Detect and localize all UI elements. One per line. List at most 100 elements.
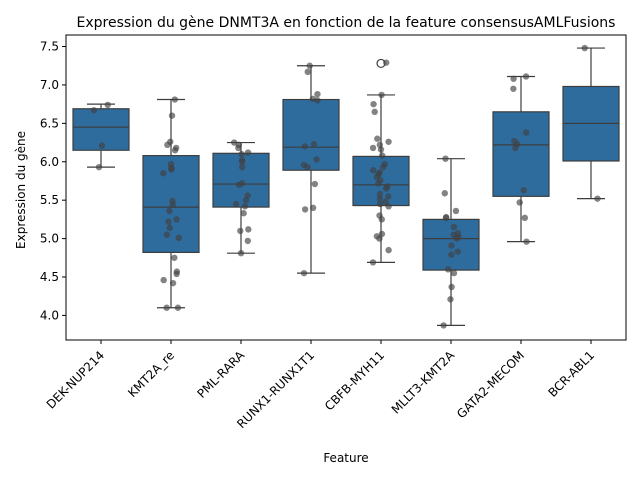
data-point (306, 62, 313, 69)
data-point (383, 59, 390, 66)
data-point (385, 138, 392, 145)
data-point (168, 112, 176, 119)
y-tick-label: 5.5 (40, 193, 59, 207)
data-point (171, 147, 179, 154)
data-point (510, 85, 517, 92)
data-point (163, 304, 170, 311)
x-tick-label: DEK-NUP214 (44, 348, 107, 411)
x-tick-label: PML-RARA (194, 348, 247, 401)
data-point (374, 135, 381, 142)
x-tick-label: MLLT3-KMT2A (389, 348, 458, 417)
data-point (379, 152, 386, 159)
data-point (522, 129, 530, 136)
y-tick-label: 6.0 (40, 155, 59, 169)
data-point (442, 155, 449, 162)
y-tick-label: 4.5 (40, 270, 59, 284)
data-point (370, 100, 377, 108)
y-tick-label: 6.5 (40, 116, 59, 130)
data-point (454, 248, 461, 255)
data-point (165, 218, 172, 225)
plot-area (65, 34, 627, 341)
data-point (309, 204, 317, 212)
y-tick-label: 7.0 (40, 78, 59, 92)
data-point (169, 279, 177, 287)
data-point (235, 144, 242, 152)
data-point (160, 276, 167, 284)
data-point (382, 185, 390, 192)
data-point (385, 193, 392, 200)
data-point (440, 322, 447, 329)
x-tick-label: KMT2A_re (125, 348, 177, 400)
data-point (385, 246, 392, 254)
data-point (378, 91, 385, 99)
data-point (173, 216, 180, 223)
data-point (448, 283, 455, 291)
y-axis-label: Expression du gène (14, 131, 28, 249)
x-axis-label: Feature (323, 451, 368, 465)
box (492, 111, 550, 197)
data-point (441, 190, 448, 197)
data-point (242, 196, 250, 204)
data-point (452, 207, 460, 215)
data-point (382, 198, 389, 205)
data-point (447, 296, 454, 303)
data-point (237, 249, 245, 257)
y-tick-label: 7.5 (40, 40, 59, 54)
data-point (175, 234, 182, 242)
data-point (377, 146, 385, 153)
chart-title: Expression du gène DNMT3A en fonction de… (77, 15, 616, 31)
data-point (174, 304, 182, 311)
data-point (371, 108, 378, 116)
data-point (376, 190, 384, 198)
data-point (237, 227, 244, 235)
data-point (450, 269, 458, 277)
data-point (442, 214, 450, 222)
data-point (232, 200, 240, 208)
data-point (512, 144, 519, 152)
data-point (300, 269, 308, 277)
x-tick-label: BCR-ABL1 (545, 348, 597, 400)
data-point (304, 163, 311, 171)
data-point (95, 163, 103, 171)
data-point (304, 68, 311, 76)
data-point (168, 166, 175, 173)
box-group-RUNX1-RUNX1T1 (282, 65, 340, 274)
data-point (313, 156, 320, 163)
data-point (166, 207, 173, 215)
data-point (523, 238, 530, 245)
data-point (520, 186, 527, 194)
data-point (238, 158, 246, 165)
data-point (163, 231, 171, 238)
data-point (244, 149, 252, 156)
data-point (166, 224, 173, 232)
data-point (241, 203, 249, 210)
y-tick-label: 4.0 (40, 308, 59, 322)
data-point (245, 226, 252, 233)
box-group-GATA2-MECOM (492, 75, 550, 243)
data-point (385, 203, 392, 210)
data-point (521, 214, 529, 222)
data-point (104, 101, 111, 109)
data-point (379, 163, 387, 171)
data-point (171, 254, 178, 261)
data-point (238, 163, 246, 171)
data-point (453, 235, 461, 242)
data-point (378, 216, 385, 223)
data-point (450, 223, 458, 231)
x-tick-label: CBFB-MYH11 (322, 348, 387, 413)
data-point (594, 195, 601, 202)
data-point (376, 195, 384, 202)
data-point (510, 75, 517, 82)
data-point (311, 180, 319, 188)
data-point (516, 199, 523, 206)
data-point (310, 140, 318, 148)
data-point (376, 235, 383, 242)
data-point (164, 141, 171, 149)
data-point (244, 237, 252, 245)
data-point (581, 44, 588, 52)
y-tick-label: 5.0 (40, 232, 59, 246)
data-point (522, 73, 530, 80)
data-point (314, 90, 321, 98)
data-point (171, 96, 179, 103)
